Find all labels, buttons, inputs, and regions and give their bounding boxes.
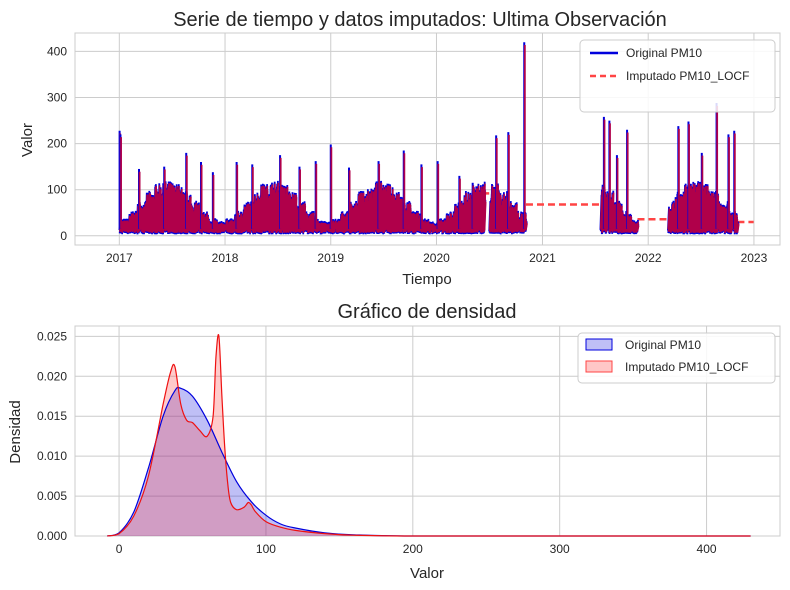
timeseries-ticks: 2017 2018 2019 2020 2021 2022 2023 0 100 200 300 40…	[47, 44, 768, 265]
y-tick-label: 0.010	[37, 449, 67, 463]
legend-imputado-patch	[585, 360, 613, 373]
x-tick-label: 300	[550, 542, 570, 556]
x-tick-label: 2023	[741, 251, 768, 265]
density-chart: Gráfico de densidad 0 100 200 300 400 0.000 0.…	[7, 301, 781, 582]
timeseries-data	[118, 42, 754, 235]
x-tick-label: 2018	[212, 251, 239, 265]
imputado-series-line	[599, 186, 640, 234]
original-density-area	[107, 387, 751, 536]
legend-imputado-label: Imputado PM10_LOCF	[625, 360, 748, 374]
x-tick-label: 2019	[317, 251, 344, 265]
x-tick-label: 2020	[423, 251, 450, 265]
density-data	[107, 334, 751, 537]
density-ticks: 0 100 200 300 400 0.000 0.005 0.010 0.015 0.020 0.…	[37, 329, 717, 556]
legend-original-patch	[585, 338, 613, 351]
legend-original-label: Original PM10	[625, 338, 701, 352]
y-tick-label: 200	[47, 137, 67, 151]
x-tick-label: 100	[256, 542, 276, 556]
timeseries-ylabel: Valor	[19, 123, 36, 157]
imputado-series-line	[118, 182, 487, 234]
timeseries-title: Serie de tiempo y datos imputados: Ultim…	[173, 9, 667, 31]
x-tick-label: 200	[403, 542, 423, 556]
y-tick-label: 100	[47, 183, 67, 197]
density-xlabel: Valor	[410, 565, 444, 582]
legend-original-label: Original PM10	[626, 46, 702, 60]
x-tick-label: 2022	[635, 251, 662, 265]
x-tick-label: 2021	[529, 251, 556, 265]
imputado-density-area	[107, 334, 751, 536]
density-legend: Original PM10 Imputado PM10_LOCF	[577, 332, 776, 384]
density-title: Gráfico de densidad	[337, 301, 516, 323]
y-tick-label: 0.020	[37, 369, 67, 383]
imputado-series-line	[667, 183, 740, 234]
x-tick-label: 400	[697, 542, 717, 556]
legend-imputado-label: Imputado PM10_LOCF	[626, 69, 749, 83]
timeseries-xlabel: Tiempo	[402, 271, 451, 288]
timeseries-chart: Serie de tiempo y datos imputados: Ultim…	[19, 9, 781, 288]
y-tick-label: 0.000	[37, 529, 67, 543]
x-tick-label: 2017	[106, 251, 133, 265]
timeseries-legend: Original PM10 Imputado PM10_LOCF	[579, 39, 776, 113]
y-tick-label: 0.025	[37, 329, 67, 343]
density-ylabel: Densidad	[7, 400, 24, 463]
y-tick-label: 400	[47, 44, 67, 58]
legend-box	[579, 39, 776, 113]
y-tick-label: 0	[60, 229, 67, 243]
legend-box	[577, 332, 776, 384]
y-tick-label: 300	[47, 91, 67, 105]
y-tick-label: 0.015	[37, 409, 67, 423]
imputado-density-line	[107, 334, 751, 537]
x-tick-label: 0	[116, 542, 123, 556]
y-tick-label: 0.005	[37, 489, 67, 503]
